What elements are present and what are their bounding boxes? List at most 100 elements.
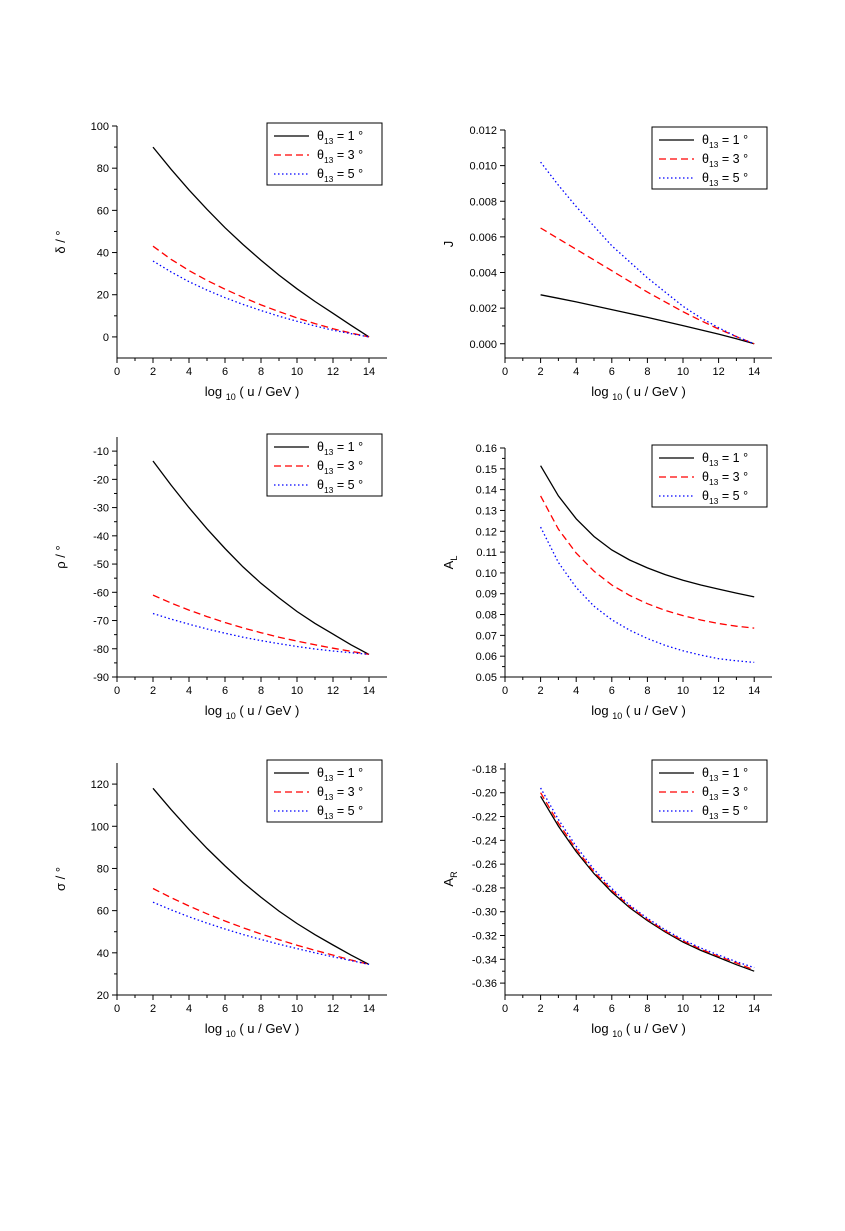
- x-tick-label: 0: [502, 685, 508, 697]
- x-tick-label: 8: [644, 685, 650, 697]
- x-axis-label-subscript: 10: [612, 392, 622, 402]
- legend-subscript: 13: [324, 136, 334, 146]
- y-tick-label: 0.08: [476, 610, 497, 622]
- legend-value: = 5 °: [333, 804, 363, 818]
- x-axis-label-subscript: 10: [612, 711, 622, 721]
- series-line-theta13-1deg: [152, 460, 370, 655]
- x-axis-label-subscript: 10: [226, 1029, 236, 1039]
- legend-entry-label: θ13 = 3 °: [317, 459, 363, 476]
- legend-value: = 1 °: [718, 451, 748, 465]
- y-tick-label: 0.14: [476, 485, 497, 497]
- x-tick-label: 0: [502, 1003, 508, 1015]
- legend-subscript: 13: [324, 447, 334, 457]
- x-tick-label: 6: [609, 366, 615, 378]
- x-tick-label: 10: [291, 1003, 303, 1015]
- legend-entry-label: θ13 = 5 °: [317, 804, 363, 821]
- x-axis-label-subscript: 10: [226, 711, 236, 721]
- x-tick-label: 10: [291, 366, 303, 378]
- legend-value: = 1 °: [333, 440, 363, 454]
- x-tick-label: 0: [502, 366, 508, 378]
- x-axis-label-main: log: [591, 384, 612, 399]
- y-tick-label: 0.06: [476, 651, 497, 663]
- x-tick-label: 8: [258, 685, 264, 697]
- x-tick-label: 8: [644, 1003, 650, 1015]
- x-tick-label: 2: [538, 1003, 544, 1015]
- series-line-theta13-5deg: [152, 260, 370, 338]
- y-tick-label: -0.34: [472, 954, 497, 966]
- legend-symbol: θ: [702, 171, 709, 185]
- legend-entry-label: θ13 = 1 °: [702, 133, 748, 150]
- y-tick-label: 0.000: [469, 339, 497, 351]
- x-axis-label-main: log: [591, 703, 612, 718]
- x-tick-label: 8: [644, 366, 650, 378]
- y-tick-label: 0.11: [476, 547, 497, 559]
- y-tick-label: 0.004: [469, 268, 497, 280]
- legend-symbol: θ: [317, 804, 324, 818]
- legend-subscript: 13: [709, 140, 719, 150]
- legend-symbol: θ: [702, 804, 709, 818]
- y-tick-label: 0.07: [476, 630, 497, 642]
- x-tick-label: 6: [222, 685, 228, 697]
- x-tick-label: 2: [538, 366, 544, 378]
- legend-symbol: θ: [702, 766, 709, 780]
- y-axis-label: AL: [441, 556, 459, 570]
- legend-symbol: θ: [317, 459, 324, 473]
- x-axis-label: log 10 ( u / GeV ): [205, 703, 300, 721]
- legend-symbol: θ: [317, 148, 324, 162]
- y-tick-label: 0: [103, 332, 109, 344]
- series-line-theta13-1deg: [540, 795, 755, 972]
- legend-symbol: θ: [317, 785, 324, 799]
- x-tick-label: 12: [327, 1003, 339, 1015]
- legend-box: [266, 759, 383, 823]
- x-tick-label: 4: [573, 366, 579, 378]
- y-axis-label: J: [441, 241, 456, 248]
- x-tick-label: 10: [677, 685, 689, 697]
- legend-subscript: 13: [709, 159, 719, 169]
- legend-entry-label: θ13 = 5 °: [317, 167, 363, 184]
- x-tick-label: 2: [538, 685, 544, 697]
- y-tick-label: 20: [97, 290, 109, 302]
- x-tick-label: 14: [748, 366, 760, 378]
- y-tick-label: -0.24: [472, 835, 497, 847]
- x-tick-label: 6: [609, 685, 615, 697]
- x-axis-label-rest: ( u / GeV ): [622, 1021, 686, 1036]
- legend-subscript: 13: [324, 155, 334, 165]
- legend-symbol: θ: [702, 152, 709, 166]
- x-axis-label-rest: ( u / GeV ): [236, 1021, 300, 1036]
- y-tick-label: 0.05: [476, 672, 497, 684]
- x-axis-label-rest: ( u / GeV ): [622, 703, 686, 718]
- y-axis-label: ρ / °: [53, 545, 68, 568]
- x-tick-label: 8: [258, 366, 264, 378]
- chart-panel-1: 0 2 4 6 8 10 12 14 0 20 40 60 80 100 log 10 ( u / GeV …: [53, 121, 387, 402]
- x-tick-label: 2: [150, 685, 156, 697]
- legend-box: [266, 122, 383, 186]
- legend-value: = 3 °: [718, 152, 748, 166]
- legend-value: = 5 °: [718, 804, 748, 818]
- y-tick-label: -0.20: [472, 788, 497, 800]
- legend-entry-label: θ13 = 3 °: [317, 785, 363, 802]
- y-tick-label: 100: [91, 121, 109, 133]
- legend-symbol: θ: [702, 785, 709, 799]
- legend-box: [266, 433, 383, 497]
- chart-panel-6: 0 2 4 6 8 10 12 14 -0.36 -0.34 -0.32 -0.30 -0.28 -0.2…: [441, 759, 772, 1039]
- series-line-theta13-5deg: [152, 612, 370, 656]
- y-axis-label-subscript: L: [449, 556, 459, 561]
- legend-subscript: 13: [324, 773, 334, 783]
- legend-symbol: θ: [317, 129, 324, 143]
- x-axis-label: log 10 ( u / GeV ): [205, 384, 300, 402]
- y-tick-label: -0.22: [472, 812, 497, 824]
- series-line-theta13-3deg: [152, 245, 370, 338]
- legend-value: = 3 °: [333, 785, 363, 799]
- series-line-theta13-1deg: [540, 465, 755, 598]
- y-tick-label: 0.006: [469, 232, 497, 244]
- y-tick-label: 0.008: [469, 196, 497, 208]
- series-line-theta13-3deg: [540, 792, 755, 971]
- x-axis-label-main: log: [205, 1021, 226, 1036]
- legend-subscript: 13: [324, 792, 334, 802]
- y-tick-label: 120: [91, 779, 109, 791]
- y-axis-label: σ / °: [53, 867, 68, 891]
- x-tick-label: 14: [363, 366, 375, 378]
- y-tick-label: 40: [97, 948, 109, 960]
- legend-symbol: θ: [317, 167, 324, 181]
